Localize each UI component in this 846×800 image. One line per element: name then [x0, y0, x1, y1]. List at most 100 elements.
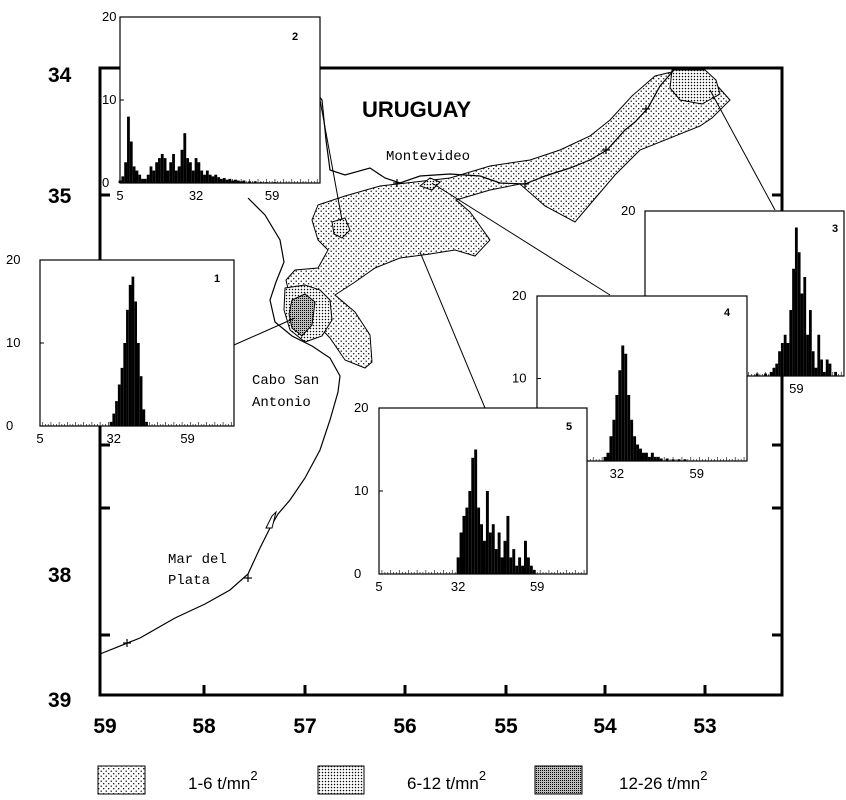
histogram-bar	[208, 174, 212, 183]
histogram-bar	[529, 565, 533, 574]
lon-label-55: 55	[494, 715, 518, 738]
histogram-bar	[197, 162, 201, 183]
histogram-bar	[792, 268, 795, 376]
histogram-bar	[633, 436, 637, 461]
histogram-x-tick-label: 59	[180, 431, 194, 446]
histogram-bar	[659, 458, 663, 461]
lon-label-58: 58	[192, 715, 216, 738]
histogram-panel-number: 5	[566, 421, 572, 433]
histogram-bar	[115, 401, 118, 426]
lat-label-34: 34	[48, 64, 72, 87]
histogram-bar	[121, 176, 125, 183]
histogram-bar	[603, 456, 607, 461]
histogram-x-tick-label: 32	[451, 579, 465, 594]
histogram-bar	[200, 170, 204, 183]
histogram-bar	[789, 310, 793, 376]
histogram-bar	[174, 170, 178, 183]
legend-swatch-sparse	[97, 765, 146, 795]
histogram-bar	[189, 162, 192, 183]
histogram-bar	[609, 436, 613, 461]
histogram-bar	[800, 293, 804, 376]
legend-swatch-dense	[534, 765, 583, 795]
histogram-bar	[683, 459, 687, 461]
histogram-insets: 0 10 20 5 32 59 20 10 20 5 32 59 1 20 59 3 0 10 20 32 59 4 0 10…	[6, 9, 845, 594]
histogram-bar	[483, 540, 486, 574]
histogram-x-tick-label: 5	[375, 579, 382, 594]
place-label-mardel-2: Plata	[168, 573, 210, 589]
histogram-bar	[532, 569, 536, 574]
histogram-bar	[131, 276, 135, 426]
coast-markers	[123, 105, 650, 647]
histogram-bar	[152, 170, 156, 183]
histogram-bar	[166, 170, 170, 183]
histogram-bar	[778, 351, 781, 376]
histogram-bar	[828, 363, 832, 376]
histogram-y-tick-label: 0	[354, 566, 361, 581]
histogram-bar	[606, 452, 610, 461]
zone-medium-montevideo	[418, 177, 441, 191]
histogram-bar	[459, 532, 463, 574]
histogram-bar	[169, 162, 173, 183]
histogram-bar	[217, 177, 220, 183]
legend-label-sparse: 1-6 t/mn2	[188, 768, 258, 793]
histogram-y-tick-label: 20	[6, 252, 20, 267]
histogram-bar	[186, 158, 190, 183]
histogram-x-tick-label: 5	[36, 431, 43, 446]
histogram-bar	[769, 371, 773, 376]
histogram-bar	[194, 158, 198, 183]
histogram-bar	[518, 557, 522, 574]
histogram-bar	[488, 532, 492, 574]
histogram-x-tick-label: 32	[610, 466, 624, 481]
lon-label-54: 54	[593, 715, 617, 738]
histogram-panel-number: 3	[832, 223, 838, 235]
histogram-bar	[138, 174, 142, 183]
histogram-bar	[642, 452, 645, 461]
histogram-bar	[134, 301, 137, 426]
histogram-bar	[158, 158, 161, 183]
histogram-bar	[500, 557, 504, 574]
histogram-bar	[253, 181, 257, 183]
histogram-bar	[228, 178, 232, 183]
legend: 1-6 t/mn2 6-12 t/mn2 12-26 t/mn2	[97, 765, 708, 795]
histogram-bar	[755, 373, 759, 376]
histogram-bar	[825, 359, 829, 376]
histogram-bar	[647, 456, 651, 461]
histogram-bar	[120, 367, 124, 426]
histogram-bar	[515, 565, 519, 574]
histogram-bar	[172, 153, 175, 183]
histogram-bar	[242, 180, 246, 183]
histogram-bar	[234, 179, 237, 183]
histogram-bar	[143, 178, 147, 183]
histogram-bar	[797, 252, 801, 376]
histogram-bar	[677, 459, 681, 461]
histogram-y-tick-label: 20	[102, 9, 116, 24]
histogram-bar	[834, 371, 837, 376]
histogram-bar	[203, 174, 206, 183]
histogram-y-tick-label: 0	[102, 175, 109, 190]
histogram-bar	[656, 456, 660, 461]
histogram-y-tick-label: 20	[621, 203, 635, 218]
histogram-bar	[497, 532, 501, 574]
histogram-bar	[615, 395, 619, 461]
histogram-y-tick-label: 10	[102, 92, 116, 107]
histogram-y-tick-label: 0	[6, 418, 13, 433]
histogram-bar	[265, 182, 268, 183]
histogram-bar	[817, 334, 821, 376]
histogram-x-tick-label: 59	[689, 466, 703, 481]
country-label-uruguay: URUGUAY	[362, 97, 472, 122]
zone-dense-sanantonio	[288, 293, 316, 337]
histogram-bar	[456, 557, 460, 574]
histogram-bar	[783, 334, 787, 376]
histogram-bar	[180, 149, 184, 183]
histogram-bar	[126, 309, 129, 426]
histogram-bar	[521, 565, 525, 574]
histogram-bar	[468, 491, 472, 574]
histogram-bar	[128, 284, 132, 426]
lon-label-56: 56	[393, 715, 416, 738]
histogram-bar	[191, 170, 195, 183]
histogram-bar	[764, 373, 767, 376]
histogram-panel-2: 0 10 20 5 32 59 2	[102, 9, 321, 203]
legend-swatch-medium	[317, 765, 365, 795]
histogram-bar	[149, 166, 153, 183]
histogram-panel-number: 1	[214, 273, 220, 285]
